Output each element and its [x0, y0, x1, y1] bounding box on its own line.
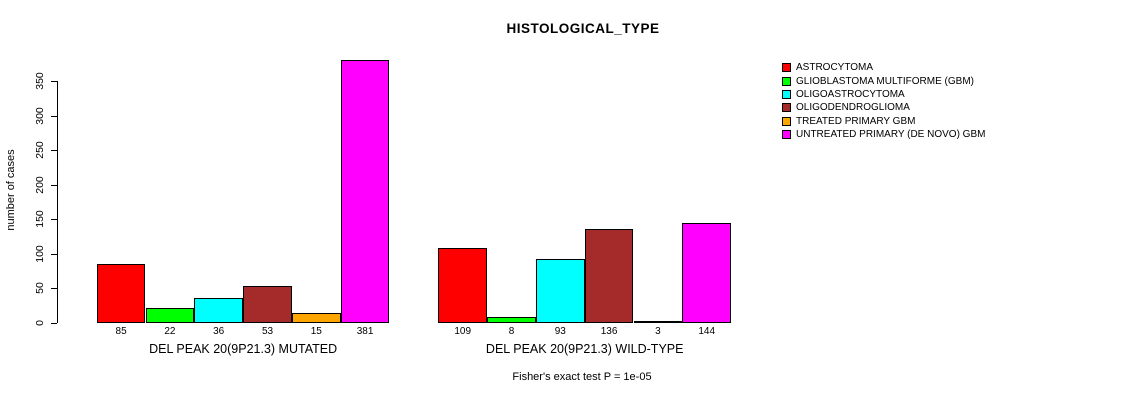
- y-axis-tick: [51, 323, 57, 324]
- legend-item: UNTREATED PRIMARY (DE NOVO) GBM: [782, 128, 985, 141]
- y-axis-tick: [51, 253, 57, 255]
- bar-group1-series6: [340, 59, 390, 323]
- bar-value-label: 8: [508, 326, 515, 337]
- legend-swatch: [782, 103, 791, 113]
- legend-label: OLIGODENDROGLIOMA: [796, 102, 910, 114]
- y-axis-tick-label: 300: [34, 106, 46, 125]
- legend-item: OLIGOASTROCYTOMA: [782, 88, 985, 101]
- bar-value-label: 93: [554, 326, 566, 337]
- bar-group2-series6: [682, 223, 732, 323]
- y-axis-tick: [51, 288, 57, 290]
- legend: ASTROCYTOMA GLIOBLASTOMA MULTIFORME (GBM)…: [782, 61, 985, 141]
- y-axis-tick-label: 150: [34, 210, 46, 229]
- y-axis-tick-label: 100: [34, 245, 46, 263]
- bar-value-label: 144: [698, 326, 716, 337]
- bar-value-label: 22: [164, 326, 176, 337]
- y-axis-tick-label: 350: [34, 72, 46, 90]
- bar-value-label: 3: [655, 326, 661, 337]
- fisher-test-note: Fisher's exact test P = 1e-05: [512, 371, 652, 383]
- y-axis-tick-label: 0: [34, 320, 46, 326]
- legend-label: OLIGOASTROCYTOMA: [796, 88, 905, 100]
- bar-value-label: 381: [356, 326, 374, 337]
- bar-group2-series1: [438, 247, 488, 323]
- y-axis-line: [57, 81, 58, 323]
- legend-swatch: [782, 63, 791, 73]
- bar-value-label: 36: [213, 326, 225, 337]
- legend-swatch: [782, 76, 791, 86]
- bar-group2-series5: [633, 320, 683, 323]
- chart-title: HISTOLOGICAL_TYPE: [506, 21, 660, 36]
- legend-item: GLIOBLASTOMA MULTIFORME (GBM): [782, 74, 985, 87]
- legend-item: OLIGODENDROGLIOMA: [782, 101, 985, 114]
- y-axis-tick: [51, 150, 57, 152]
- y-axis-tick-label: 200: [34, 175, 46, 194]
- legend-label: ASTROCYTOMA: [796, 62, 874, 74]
- legend-swatch: [782, 89, 791, 99]
- bar-value-label: 53: [261, 326, 274, 337]
- y-axis-label: number of cases: [5, 149, 17, 231]
- bar-group1-series5: [291, 312, 341, 323]
- y-axis-tick: [51, 115, 57, 117]
- bar-value-label: 15: [310, 326, 322, 337]
- y-axis-tick: [51, 81, 57, 82]
- bar-group1-series2: [145, 307, 195, 323]
- bar-value-label: 85: [115, 326, 127, 337]
- y-axis-tick-label: 250: [34, 141, 46, 159]
- bar-group2-series2: [487, 317, 536, 323]
- bar-value-label: 109: [454, 326, 472, 337]
- bar-group1-series3: [194, 298, 244, 323]
- legend-item: TREATED PRIMARY GBM: [782, 115, 985, 128]
- bar-value-label: 136: [600, 326, 618, 337]
- legend-swatch: [782, 116, 791, 126]
- bar-group2-series3: [535, 258, 585, 323]
- bar-group1-series4: [243, 286, 292, 323]
- legend-swatch: [782, 130, 791, 140]
- y-axis-tick: [51, 219, 57, 221]
- y-axis-tick-label: 50: [34, 282, 46, 295]
- legend-item: ASTROCYTOMA: [782, 61, 985, 74]
- y-axis-tick: [51, 184, 57, 186]
- group-label: DEL PEAK 20(9P21.3) MUTATED: [149, 342, 338, 356]
- group-label: DEL PEAK 20(9P21.3) WILD-TYPE: [485, 342, 684, 356]
- bar-group1-series1: [96, 264, 146, 323]
- legend-label: UNTREATED PRIMARY (DE NOVO) GBM: [796, 129, 986, 141]
- legend-label: GLIOBLASTOMA MULTIFORME (GBM): [796, 75, 974, 87]
- legend-label: TREATED PRIMARY GBM: [796, 115, 916, 127]
- bar-group2-series4: [584, 228, 634, 323]
